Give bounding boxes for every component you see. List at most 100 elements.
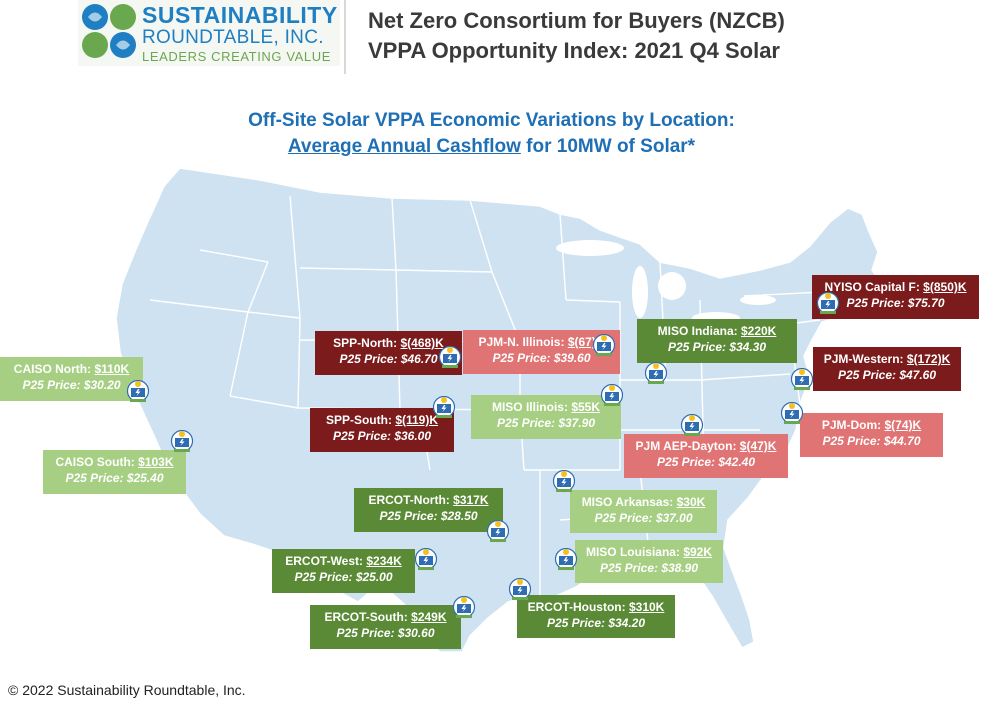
location-name: PJM-Western — [823, 352, 900, 366]
location-cashflow: $317K — [453, 493, 489, 507]
location-price: P25 Price: $30.60 — [336, 626, 435, 640]
solar-panel-icon — [486, 520, 510, 543]
company-logo: SUSTAINABILITY ROUNDTABLE, INC. LEADERS … — [78, 0, 340, 66]
solar-panel-icon — [816, 292, 840, 315]
location-name: ERCOT-South — [324, 610, 404, 624]
location-box-caiso-south: CAISO South: $103K P25 Price: $25.40 — [43, 450, 186, 494]
solar-panel-icon — [126, 380, 150, 403]
solar-panel-icon — [552, 470, 576, 493]
location-box-ercot-houston: ERCOT-Houston: $310K P25 Price: $34.20 — [517, 595, 675, 638]
location-box-pjm-western: PJM-Western: $(172)K P25 Price: $47.60 — [813, 347, 961, 391]
location-label: PJM AEP-Dayton: $(47)K — [635, 439, 777, 453]
location-price: P25 Price: $34.30 — [667, 340, 767, 354]
location-name: PJM AEP-Dayton — [635, 439, 733, 453]
solar-panel-icon — [554, 548, 578, 571]
location-box-ercot-west: ERCOT-West: $234K P25 Price: $25.00 — [272, 549, 415, 593]
header-divider — [344, 0, 346, 74]
location-name: MISO Illinois — [491, 400, 564, 414]
location-price: P25 Price: $34.20 — [546, 616, 646, 630]
chart-title-underlined: Average Annual Cashflow — [287, 136, 521, 157]
location-name: CAISO South — [55, 455, 131, 469]
location-label: PJM-N. Illinois: $(67)K — [478, 335, 605, 349]
location-label: MISO Louisiana: $92K — [585, 545, 713, 559]
location-cashflow: $(850)K — [923, 280, 967, 294]
location-box-miso-louisiana: MISO Louisiana: $92K P25 Price: $38.90 — [575, 540, 723, 583]
location-name: CAISO North — [13, 362, 88, 376]
location-box-ercot-south: ERCOT-South: $249K P25 Price: $30.60 — [310, 605, 461, 649]
location-price: P25 Price: $42.40 — [656, 455, 756, 469]
location-box-spp-north: SPP-North: $(468)K P25 Price: $46.70 — [315, 331, 462, 375]
location-label: SPP-North: $(468)K — [333, 336, 444, 350]
location-label: ERCOT-North: $317K — [368, 493, 489, 507]
chart-title-line2: Average Annual Cashflow for 10MW of Sola… — [0, 136, 983, 158]
great-lakes — [556, 240, 776, 324]
location-name: MISO Louisiana — [585, 545, 676, 559]
location-cashflow: $103K — [138, 455, 174, 469]
location-label: PJM-Dom: $(74)K — [821, 418, 922, 432]
location-label: ERCOT-Houston: $310K — [527, 600, 665, 614]
location-label: ERCOT-West: $234K — [285, 554, 402, 568]
solar-panel-icon — [600, 384, 624, 407]
location-cashflow: $(119)K — [395, 413, 439, 427]
location-price: P25 Price: $46.70 — [339, 352, 438, 366]
location-cashflow: $(74)K — [884, 418, 922, 432]
location-name: SPP-South — [325, 413, 388, 427]
location-label: MISO Arkansas: $30K — [581, 495, 706, 509]
location-price: P25 Price: $38.90 — [599, 561, 699, 575]
location-price: P25 Price: $44.70 — [822, 434, 921, 448]
location-box-nyiso-capital-f: NYISO Capital F: $(850)K P25 Price: $75.… — [812, 275, 979, 319]
location-label: CAISO South: $103K — [55, 455, 174, 469]
location-label: ERCOT-South: $249K — [324, 610, 447, 624]
location-price: P25 Price: $37.90 — [496, 416, 596, 430]
location-cashflow: $110K — [94, 362, 130, 376]
location-name: ERCOT-North — [368, 493, 446, 507]
location-box-pjm-aep-dayton: PJM AEP-Dayton: $(47)K P25 Price: $42.40 — [624, 434, 788, 478]
solar-panel-icon — [780, 402, 804, 425]
location-price: P25 Price: $37.00 — [594, 511, 693, 525]
location-name: ERCOT-Houston — [527, 600, 622, 614]
location-name: SPP-North — [333, 336, 394, 350]
chart-title-line1: Off-Site Solar VPPA Economic Variations … — [248, 110, 735, 131]
location-box-miso-indiana: MISO Indiana: $220K P25 Price: $34.30 — [637, 319, 797, 363]
location-cashflow: $30K — [676, 495, 706, 509]
location-price: P25 Price: $75.70 — [846, 296, 945, 310]
solar-panel-icon — [680, 414, 704, 437]
solar-panel-icon — [170, 430, 194, 453]
chart-title-rest: for 10MW of Solar* — [520, 136, 696, 157]
copyright-footer: © 2022 Sustainability Roundtable, Inc. — [8, 682, 246, 698]
location-cashflow: $92K — [683, 545, 713, 559]
location-label: SPP-South: $(119)K — [325, 413, 439, 427]
location-box-pjm-n-illinois: PJM-N. Illinois: $(67)K P25 Price: $39.6… — [463, 330, 620, 374]
location-cashflow: $310K — [628, 600, 665, 614]
solar-panel-icon — [592, 334, 616, 357]
location-name: NYISO Capital F — [824, 280, 916, 294]
location-price: P25 Price: $25.00 — [294, 570, 393, 584]
location-cashflow: $(47)K — [739, 439, 777, 453]
location-box-caiso-north: CAISO North: $110K P25 Price: $30.20 — [0, 357, 143, 401]
location-cashflow: $(468)K — [400, 336, 444, 350]
location-box-pjm-dom: PJM-Dom: $(74)K P25 Price: $44.70 — [800, 413, 943, 457]
location-label: CAISO North: $110K — [13, 362, 130, 376]
solar-panel-icon — [432, 396, 456, 419]
logo-circles-icon — [82, 4, 136, 58]
location-price: P25 Price: $47.60 — [837, 368, 937, 382]
location-price: P25 Price: $25.40 — [65, 471, 164, 485]
header-title-line2: VPPA Opportunity Index: 2021 Q4 Solar — [368, 38, 780, 63]
location-price: P25 Price: $36.00 — [332, 429, 432, 443]
location-label: PJM-Western: $(172)K — [823, 352, 951, 366]
solar-panel-icon — [790, 368, 814, 391]
location-label: MISO Illinois: $55K — [491, 400, 601, 414]
logo-line3: LEADERS CREATING VALUE — [142, 49, 331, 64]
location-name: PJM-N. Illinois — [478, 335, 561, 349]
header-title-line1: Net Zero Consortium for Buyers (NZCB) — [368, 8, 785, 33]
solar-panel-icon — [508, 578, 532, 601]
location-price: P25 Price: $30.20 — [22, 378, 121, 392]
location-price: P25 Price: $28.50 — [379, 509, 478, 523]
location-name: PJM-Dom — [821, 418, 878, 432]
location-price: P25 Price: $39.60 — [492, 351, 591, 365]
location-cashflow: $249K — [411, 610, 447, 624]
location-cashflow: $220K — [740, 324, 777, 338]
solar-panel-icon — [438, 346, 462, 369]
logo-line1: SUSTAINABILITY — [142, 2, 338, 28]
location-box-spp-south: SPP-South: $(119)K P25 Price: $36.00 — [310, 408, 454, 452]
